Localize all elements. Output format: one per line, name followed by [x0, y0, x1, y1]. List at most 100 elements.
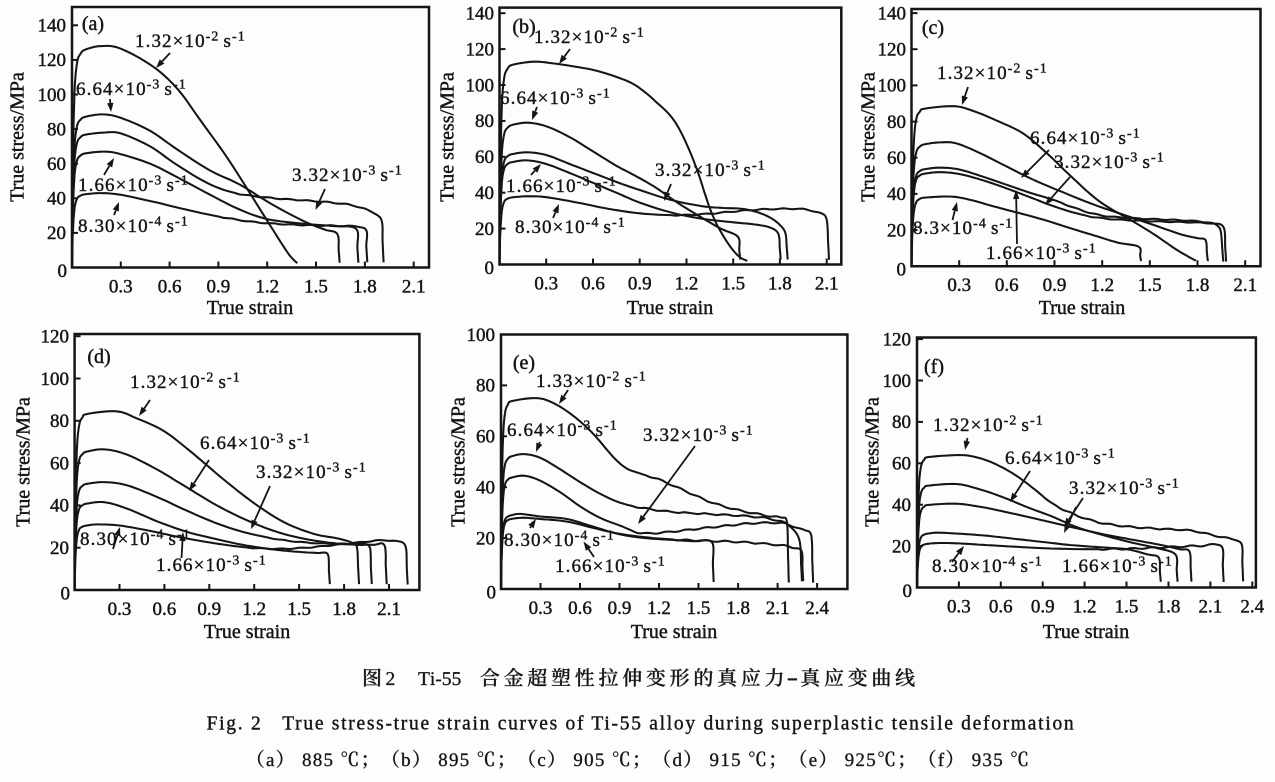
svg-text:60: 60 [50, 453, 69, 474]
svg-text:120: 120 [466, 39, 495, 60]
svg-text:1.2: 1.2 [1073, 597, 1097, 618]
svg-text:1.66×10-3s-1: 1.66×10-3 s-1 [986, 242, 1097, 265]
svg-text:6.64×10-3s-1: 6.64×10-3 s-1 [200, 432, 311, 455]
svg-text:1.8: 1.8 [726, 598, 750, 619]
svg-text:1.2: 1.2 [255, 277, 279, 298]
svg-text:0.6: 0.6 [581, 274, 605, 295]
svg-text:8.30×10-4s-1: 8.30×10-4s-1 [80, 528, 191, 551]
svg-text:1.32×10-2s-1: 1.32×10-2 s-1 [933, 414, 1044, 437]
svg-text:0.9: 0.9 [197, 599, 221, 620]
svg-text:20: 20 [887, 220, 906, 241]
svg-text:(d): (d) [87, 346, 110, 368]
svg-text:8.30×10-4s-1: 8.30×10-4s-1 [515, 216, 626, 239]
svg-text:80: 80 [887, 112, 906, 133]
svg-text:(f): (f) [924, 356, 944, 378]
svg-text:0: 0 [487, 583, 497, 604]
svg-text:2.4: 2.4 [805, 598, 829, 619]
svg-text:0: 0 [903, 581, 913, 602]
svg-text:0.6: 0.6 [568, 598, 592, 619]
svg-text:0.9: 0.9 [608, 598, 632, 619]
svg-text:1.2: 1.2 [1090, 275, 1114, 296]
svg-text:60: 60 [887, 148, 906, 169]
svg-text:True strain: True strain [1043, 621, 1129, 643]
svg-text:120: 120 [41, 327, 70, 348]
svg-text:100: 100 [466, 75, 495, 96]
svg-text:True strain: True strain [631, 621, 717, 643]
svg-text:True stress/MPa: True stress/MPa [437, 72, 459, 202]
svg-text:1.8: 1.8 [353, 277, 377, 298]
svg-text:140: 140 [466, 4, 495, 25]
svg-text:1.8: 1.8 [332, 599, 356, 620]
svg-text:80: 80 [476, 376, 495, 397]
svg-text:2.4: 2.4 [1240, 597, 1264, 618]
svg-text:0.6: 0.6 [995, 275, 1019, 296]
svg-text:3.32×10-3s-1: 3.32×10-3 s-1 [1054, 151, 1165, 174]
svg-text:3.32×10-3s-1: 3.32×10-3 s-1 [256, 461, 367, 484]
svg-text:0.3: 0.3 [947, 275, 971, 296]
svg-text:60: 60 [475, 147, 494, 168]
svg-text:60: 60 [476, 427, 495, 448]
svg-text:0.9: 0.9 [628, 274, 652, 295]
svg-text:80: 80 [475, 111, 494, 132]
svg-text:1.32×10-2s-1: 1.32×10-2 s-1 [937, 62, 1048, 85]
svg-text:3.32×10-3s-1: 3.32×10-3 s-1 [655, 159, 766, 182]
svg-text:1.2: 1.2 [647, 598, 671, 619]
svg-text:0.3: 0.3 [529, 598, 553, 619]
svg-text:60: 60 [47, 154, 66, 175]
svg-text:0: 0 [485, 258, 495, 279]
svg-text:2.1: 2.1 [766, 598, 790, 619]
svg-text:True strain: True strain [204, 621, 290, 643]
svg-text:20: 20 [50, 538, 69, 559]
svg-text:True stress/MPa: True stress/MPa [13, 397, 35, 527]
svg-text:1.5: 1.5 [1115, 597, 1139, 618]
svg-text:100: 100 [41, 369, 70, 390]
svg-text:2.1: 2.1 [1199, 597, 1223, 618]
svg-text:1.66×10-3s-1: 1.66×10-3 s-1 [78, 174, 189, 197]
svg-text:(b): (b) [512, 16, 535, 38]
svg-text:True stress/MPa: True stress/MPa [7, 72, 29, 202]
svg-text:120: 120 [883, 329, 912, 350]
svg-text:1.8: 1.8 [1186, 275, 1210, 296]
svg-text:0.6: 0.6 [989, 597, 1013, 618]
svg-text:20: 20 [475, 219, 494, 240]
svg-text:120: 120 [878, 40, 907, 61]
svg-text:0.9: 0.9 [1031, 597, 1055, 618]
svg-text:40: 40 [50, 496, 69, 517]
svg-text:3.32×10-3s-1: 3.32×10-3 s-1 [643, 424, 754, 447]
svg-text:1.2: 1.2 [675, 274, 699, 295]
svg-text:1.33×10-2s-1: 1.33×10-2 s-1 [536, 370, 647, 393]
svg-text:120: 120 [38, 50, 67, 71]
svg-text:1.66×10-3s-1: 1.66×10-3 s-1 [156, 554, 267, 577]
svg-text:1.66×10-3s-1: 1.66×10-3 s-1 [1062, 555, 1173, 578]
svg-text:40: 40 [47, 189, 66, 210]
svg-text:1.5: 1.5 [687, 598, 711, 619]
svg-text:1.5: 1.5 [1138, 275, 1162, 296]
svg-text:True strain: True strain [207, 297, 293, 319]
svg-text:True stress/MPa: True stress/MPa [862, 397, 884, 527]
svg-text:0: 0 [58, 261, 68, 282]
svg-text:80: 80 [50, 411, 69, 432]
svg-text:0.9: 0.9 [1043, 275, 1067, 296]
svg-text:Fig. 2 True stress-true stra: Fig. 2 True stress-true strain curves of… [207, 714, 1076, 735]
svg-text:80: 80 [892, 412, 911, 433]
svg-text:0: 0 [897, 260, 907, 281]
svg-text:20: 20 [476, 528, 495, 549]
svg-text:2.1: 2.1 [815, 274, 839, 295]
svg-text:True stress/MPa: True stress/MPa [858, 72, 880, 202]
svg-text:80: 80 [47, 119, 66, 140]
svg-text:100: 100 [878, 76, 907, 97]
svg-text:20: 20 [892, 536, 911, 557]
svg-text:40: 40 [475, 183, 494, 204]
svg-text:True stress/MPa: True stress/MPa [448, 397, 470, 527]
svg-text:0.3: 0.3 [534, 274, 558, 295]
svg-text:1.66×10-3s-1: 1.66×10-3 s-1 [555, 555, 666, 578]
svg-text:(a): (a) [82, 13, 104, 35]
svg-text:1.5: 1.5 [304, 277, 328, 298]
svg-text:6.64×10-3s-1: 6.64×10-3 s-1 [500, 87, 611, 110]
svg-text:60: 60 [892, 454, 911, 475]
svg-text:40: 40 [476, 478, 495, 499]
svg-text:140: 140 [878, 3, 907, 24]
svg-text:1.32×10-2s-1: 1.32×10-2 s-1 [534, 26, 645, 49]
svg-text:1.32×10-2s-1: 1.32×10-2 s-1 [135, 30, 246, 53]
svg-text:2.1: 2.1 [402, 277, 426, 298]
